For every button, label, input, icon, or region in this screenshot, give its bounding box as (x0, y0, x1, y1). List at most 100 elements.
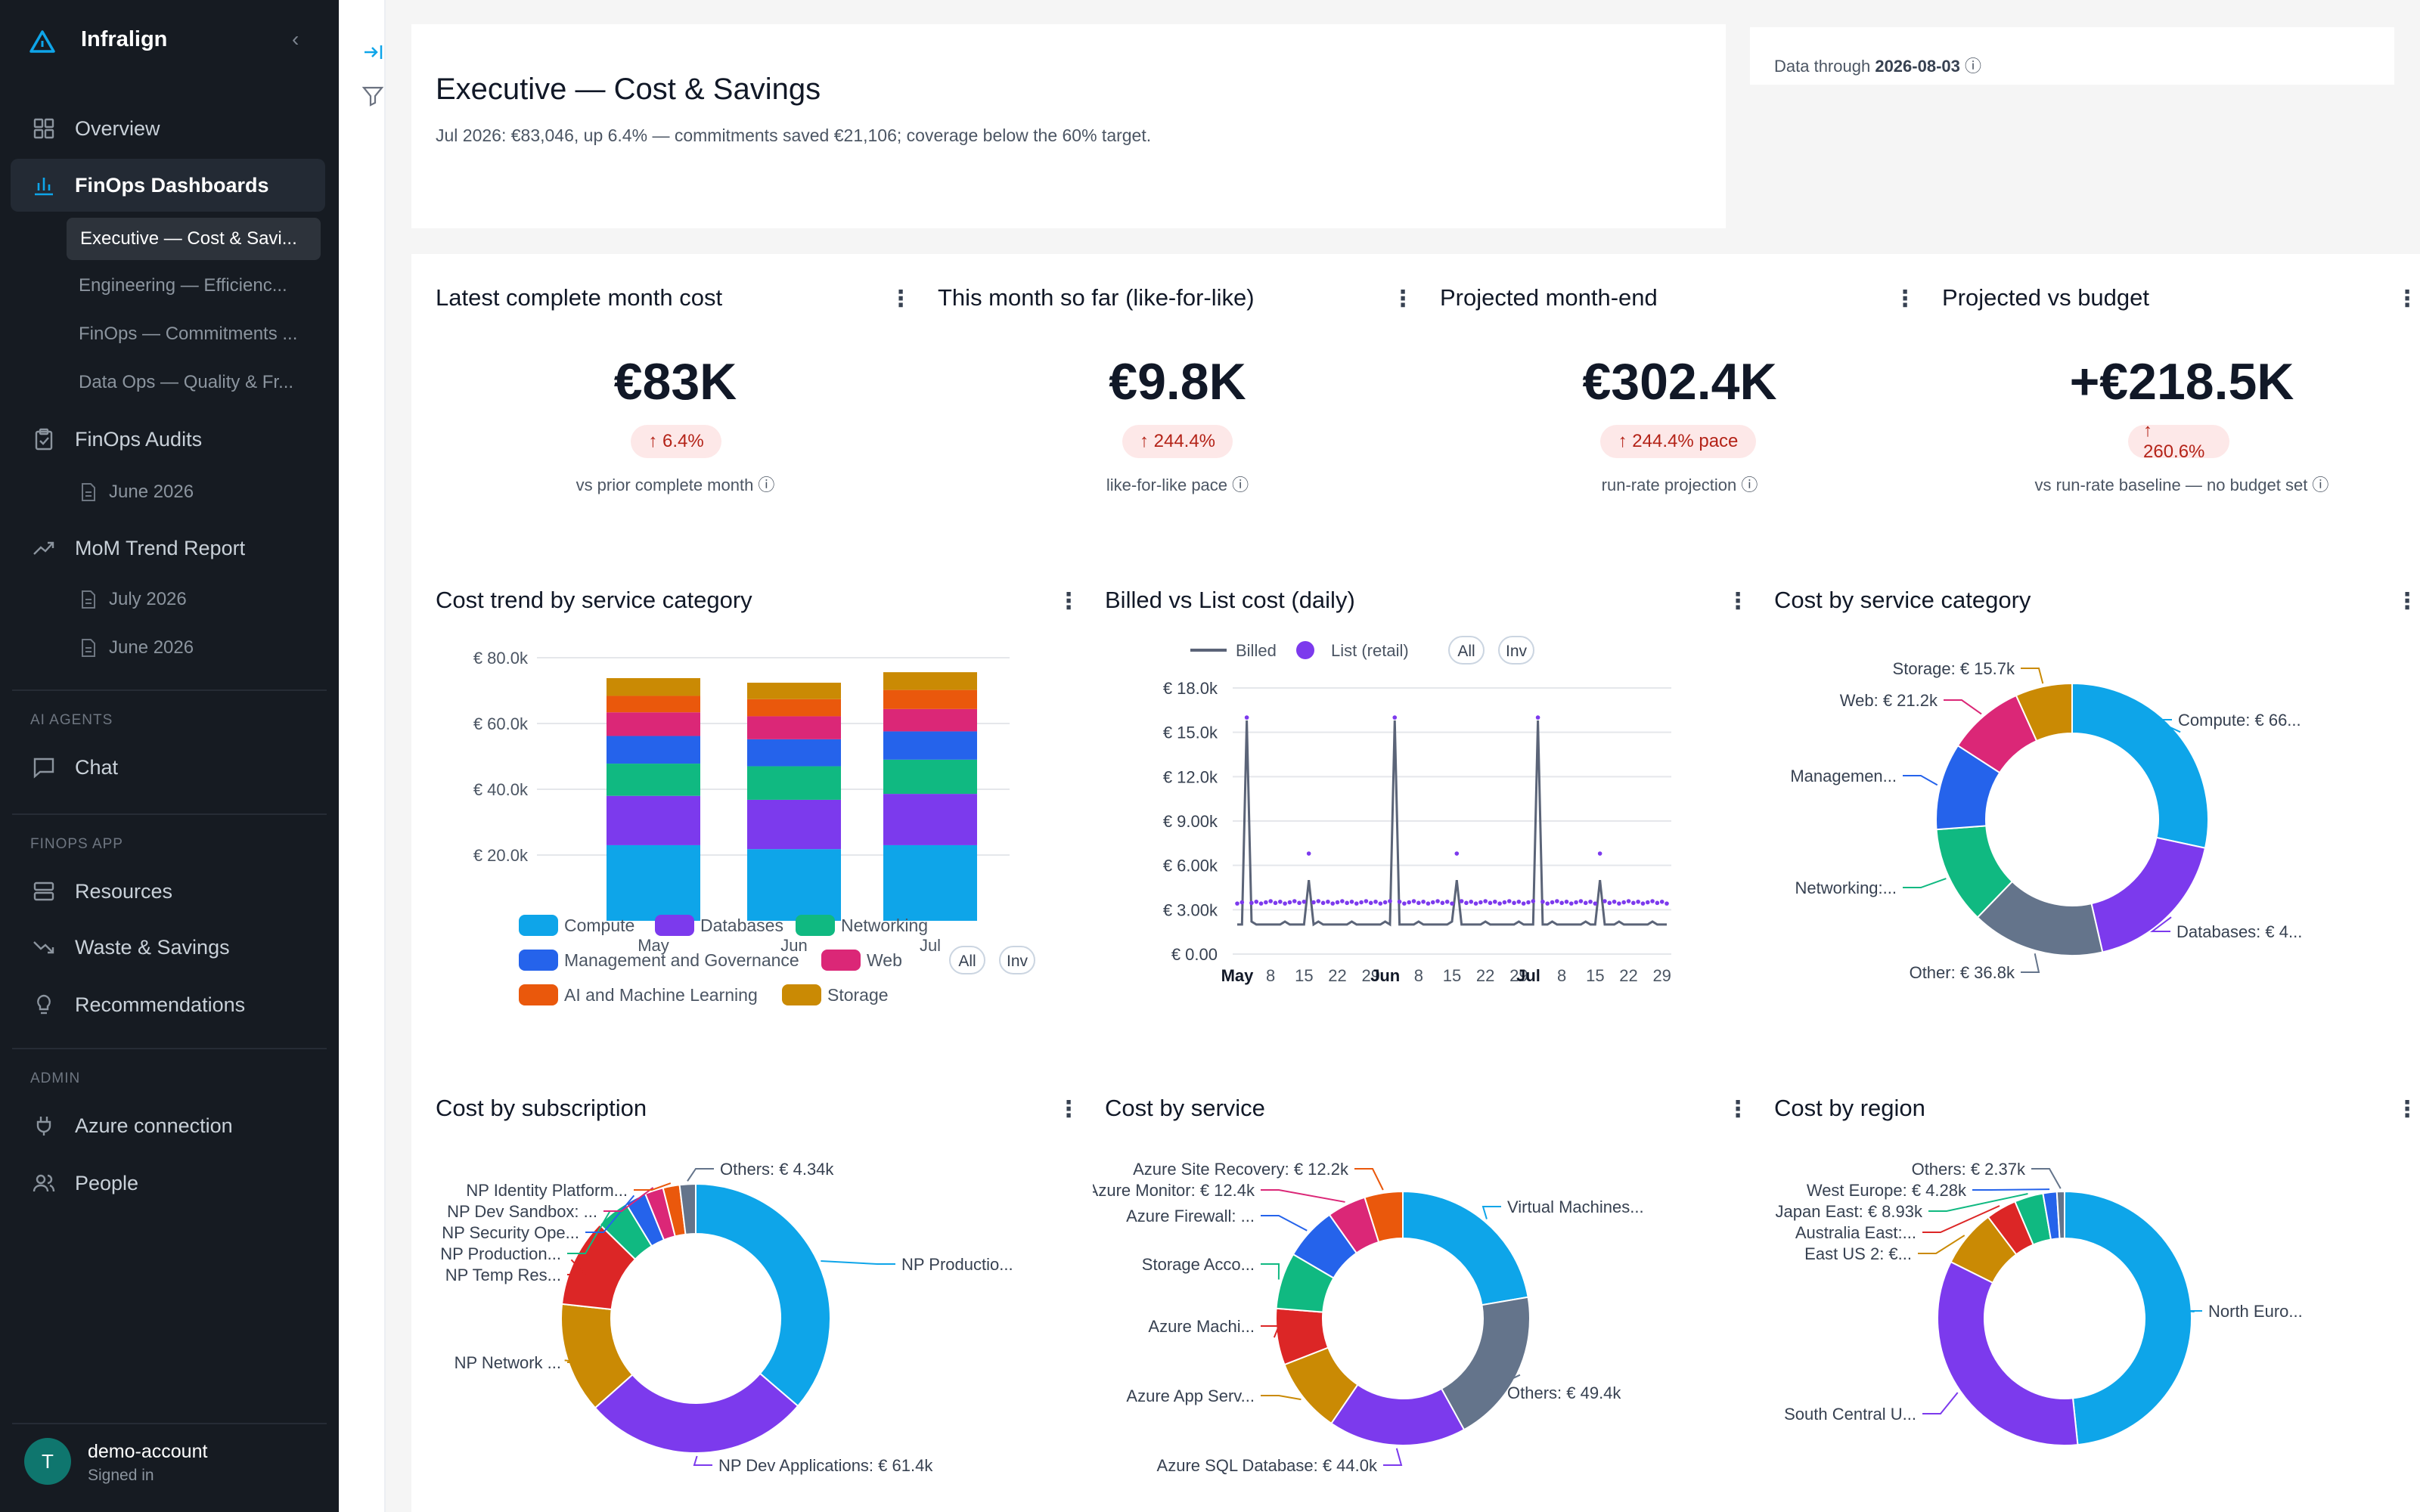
nav-finops-audits[interactable]: FinOps Audits (0, 413, 339, 466)
list-point (1665, 901, 1669, 906)
leader-line (585, 1194, 635, 1233)
list-point (1302, 899, 1307, 904)
nav-mom-trend[interactable]: MoM Trend Report (0, 522, 339, 575)
x-tick-label: 8 (1266, 966, 1275, 985)
list-point (1516, 899, 1522, 904)
list-point (1273, 900, 1278, 906)
list-point (1435, 899, 1440, 903)
bar-segment (747, 739, 841, 767)
dashboard-item-engineering[interactable]: Engineering — Efficienc... (79, 275, 287, 296)
bar-segment (883, 689, 977, 709)
nav-azure-connection[interactable]: Azure connection (0, 1099, 339, 1152)
list-point (1521, 901, 1526, 906)
expand-panel-icon[interactable] (363, 42, 384, 62)
leader-line (1903, 775, 1938, 786)
more-menu-icon[interactable]: ⋮ (2396, 287, 2418, 311)
list-point (1392, 715, 1398, 720)
nav-recommendations[interactable]: Recommendations (0, 978, 339, 1031)
nav-finops-dashboards[interactable]: FinOps Dashboards (11, 159, 325, 212)
slice-label: South Central U... (1784, 1405, 1916, 1424)
x-tick-label: May (638, 936, 669, 955)
list-point (1364, 899, 1369, 903)
more-menu-icon[interactable]: ⋮ (1057, 589, 1080, 614)
list-point (1388, 899, 1392, 903)
kpi-value: €9.8K (1109, 353, 1246, 411)
slice-label: East US 2: €... (1804, 1244, 1912, 1263)
lightbulb-icon (29, 990, 59, 1020)
nav-chat[interactable]: Chat (0, 741, 339, 794)
leader-line (1918, 1235, 1965, 1254)
leader-line (1972, 1188, 2050, 1191)
mom-item-july-2026[interactable]: July 2026 (109, 589, 187, 609)
list-point (1397, 899, 1402, 904)
list-point (1235, 901, 1239, 906)
list-point (1258, 901, 1264, 906)
list-point (1617, 901, 1621, 906)
list-point (1268, 899, 1273, 903)
avatar[interactable]: T (24, 1438, 71, 1485)
leader-line (2021, 953, 2040, 973)
nav-waste-savings[interactable]: Waste & Savings (0, 921, 339, 974)
dashboard-item-dataops[interactable]: Data Ops — Quality & Fr... (79, 372, 294, 392)
list-point (1426, 901, 1431, 906)
donut-slice (1937, 1260, 2079, 1446)
dashboard-item-finops[interactable]: FinOps — Commitments ... (79, 324, 298, 344)
mom-item-june-2026[interactable]: June 2026 (109, 637, 194, 658)
x-tick-label: 22 (1328, 966, 1346, 985)
donut-slice (594, 1372, 799, 1454)
slice-label: NP Productio... (901, 1255, 1013, 1274)
list-point (1607, 900, 1612, 906)
nav-overview[interactable]: Overview (0, 102, 339, 155)
bar-segment (607, 712, 700, 736)
more-menu-icon[interactable]: ⋮ (889, 287, 912, 311)
more-menu-icon[interactable]: ⋮ (2396, 1097, 2418, 1122)
filter-icon[interactable] (361, 85, 384, 107)
list-point (1440, 900, 1445, 906)
list-point (1531, 899, 1536, 903)
x-tick-label: 22 (1619, 966, 1637, 985)
data-through: Data through 2026-08-03 ⓘ (1774, 53, 1981, 77)
slice-label: NP Temp Res... (445, 1266, 561, 1284)
document-icon (82, 483, 95, 501)
nav-people[interactable]: People (0, 1157, 339, 1210)
donut-slice (1364, 1190, 1404, 1244)
nav-finops-audits-label: FinOps Audits (75, 427, 203, 451)
info-icon[interactable]: ⓘ (1965, 57, 1982, 76)
slice-label: Azure SQL Database: € 44.0k (1157, 1456, 1378, 1475)
leader-line (2031, 1168, 2062, 1189)
legend-label: Billed (1236, 641, 1277, 660)
list-point (1512, 900, 1516, 906)
page-summary: Jul 2026: €83,046, up 6.4% — commitments… (436, 125, 1152, 145)
panel-title-region: Cost by region (1774, 1095, 1925, 1121)
kpi-caption: vs prior complete month ⓘ (576, 476, 775, 494)
more-menu-icon[interactable]: ⋮ (1057, 1097, 1080, 1122)
list-point (1631, 900, 1636, 906)
y-tick-label: € 6.00k (1163, 857, 1218, 875)
chevron-left-icon[interactable]: ‹ (292, 27, 299, 51)
nav-mom-label: MoM Trend Report (75, 536, 246, 559)
kpi-change-badge: ↑ 244.4% pace (1600, 425, 1756, 458)
audit-item-june-2026[interactable]: June 2026 (109, 482, 194, 502)
list-point (1469, 899, 1474, 904)
kpi-change-badge: ↑ 6.4% (631, 425, 721, 458)
list-point (1645, 900, 1650, 905)
list-point (1488, 900, 1493, 906)
more-menu-icon[interactable]: ⋮ (2396, 589, 2418, 614)
list-point (1292, 899, 1297, 903)
x-tick-label: 8 (1414, 966, 1423, 985)
panel-title-billed: Billed vs List cost (daily) (1105, 587, 1355, 613)
panel-title-trend: Cost trend by service category (436, 587, 752, 613)
legend-label: List (retail) (1331, 641, 1409, 660)
dashboard-item-executive[interactable]: Executive — Cost & Savi... (67, 218, 321, 260)
more-menu-icon[interactable]: ⋮ (1392, 287, 1414, 311)
more-menu-icon[interactable]: ⋮ (1727, 1097, 1749, 1122)
more-menu-icon[interactable]: ⋮ (1727, 589, 1749, 614)
nav-waste-label: Waste & Savings (75, 935, 230, 959)
donut-chart-service: Virtual Machines... Others: € 49.4k Azure … (1093, 1160, 1644, 1475)
leader-line (2021, 668, 2044, 684)
nav-resources[interactable]: Resources (0, 865, 339, 918)
more-menu-icon[interactable]: ⋮ (1894, 287, 1916, 311)
x-tick-label: Jul (920, 936, 941, 955)
slice-label: NP Identity Platform... (466, 1181, 628, 1200)
legend-toggle-label: Inv (1007, 953, 1028, 970)
